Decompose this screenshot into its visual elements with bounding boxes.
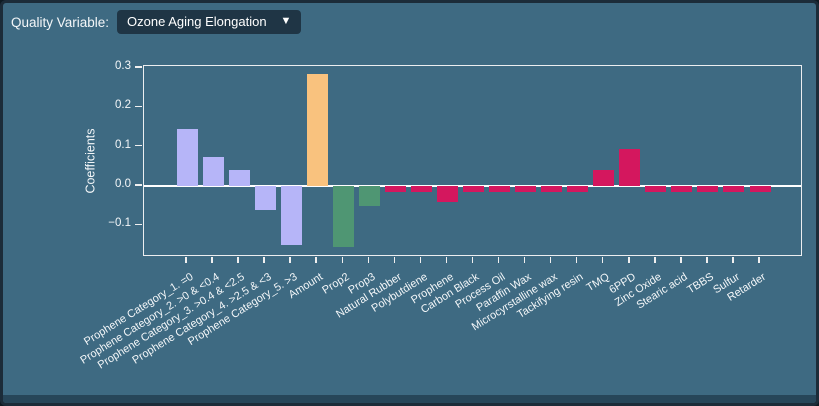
x-tick-mark <box>732 257 734 263</box>
bar-sulfur <box>723 186 745 193</box>
x-tick-mark <box>471 257 474 263</box>
bar-prophene-category-4-2-5-3 <box>254 186 276 210</box>
x-tick-mark <box>601 257 604 263</box>
x-tick-mark <box>758 257 760 263</box>
dropdown-caret-icon: ▼ <box>280 15 292 27</box>
bar-tackifying-resin <box>567 186 589 193</box>
quality-variable-label: Quality Variable: <box>11 14 110 30</box>
bar-prophene-category-5-3 <box>280 186 302 246</box>
x-tick-mark <box>289 257 291 263</box>
coefficients-chart: Coefficients Prophene Category_1. =0 Prop… <box>3 3 816 403</box>
x-tick-mark <box>185 257 187 263</box>
x-tick-mark <box>367 257 370 263</box>
x-tick-mark <box>445 257 448 263</box>
x-tick-label-text: TBBS <box>685 270 717 297</box>
y-tick-mark <box>135 144 142 147</box>
bar-prop2 <box>332 186 354 248</box>
x-tick-mark <box>575 257 578 263</box>
y-tick-mark <box>135 66 142 68</box>
bar-stearic-acid <box>671 186 693 193</box>
x-tick-mark <box>211 257 213 263</box>
x-tick-mark <box>523 257 526 263</box>
x-tick-mark <box>680 257 682 263</box>
bar-natural-rubber <box>384 186 406 193</box>
bar-tbbs <box>697 186 719 193</box>
bar-prophene <box>436 186 458 202</box>
x-tick-mark <box>497 257 500 263</box>
x-tick-mark <box>654 257 656 263</box>
plot-area <box>143 65 802 256</box>
bar-6ppd <box>619 148 641 187</box>
bar-prophene-category-2-0-0-4 <box>202 156 224 187</box>
x-tick-mark <box>315 257 317 263</box>
bar-paraffin-wax <box>515 186 537 193</box>
x-tick-mark <box>263 257 265 263</box>
y-tick-mark <box>135 105 142 108</box>
bar-zinc-oxide <box>645 186 667 193</box>
bar-carbon-black <box>463 186 484 193</box>
bar-prophene-category-3-0-4-2-5 <box>228 170 250 187</box>
quality-variable-control: Quality Variable: Ozone Aging Elongation… <box>11 9 302 35</box>
x-tick-mark <box>628 257 630 263</box>
x-tick-mark <box>393 257 396 263</box>
x-tick-mark <box>706 257 708 263</box>
quality-variable-dropdown[interactable]: Ozone Aging Elongation ▼ <box>117 10 302 34</box>
bar-process-oil <box>489 186 511 193</box>
x-tick-label-text: Prop2 <box>320 270 352 297</box>
x-tick-mark <box>341 257 344 263</box>
y-tick-label: 0.1 <box>115 138 131 151</box>
bar-retarder <box>749 186 771 193</box>
y-tick-label: 0.3 <box>115 59 131 72</box>
bar-prophene-category-1-0 <box>176 129 198 187</box>
x-tick-mark <box>237 257 239 263</box>
y-tick-mark <box>135 223 142 226</box>
dropdown-selected-value: Ozone Aging Elongation <box>127 14 267 29</box>
bottom-bar <box>3 395 816 403</box>
bar-polybutdiene <box>410 186 432 193</box>
bar-prop3 <box>358 186 380 206</box>
y-tick-label: 0.2 <box>115 99 131 112</box>
x-tick-mark <box>549 257 552 263</box>
bar-amount <box>306 73 328 187</box>
bar-tmq <box>593 170 615 187</box>
y-tick-label: −0.1 <box>108 217 131 230</box>
x-tick-mark <box>419 257 422 263</box>
x-tick-label-text: TMQ <box>584 270 612 295</box>
y-tick-mark <box>135 184 142 186</box>
y-tick-label: 0.0 <box>115 178 131 191</box>
bar-microcyrstalline-wax <box>541 186 563 193</box>
